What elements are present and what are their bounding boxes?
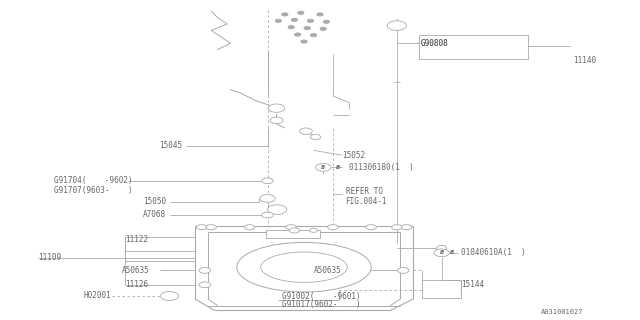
Circle shape	[401, 225, 412, 230]
Text: G90808: G90808	[421, 39, 449, 48]
Circle shape	[199, 268, 211, 273]
Text: G91707(9603-    ): G91707(9603- )	[54, 186, 133, 195]
Circle shape	[317, 13, 323, 16]
Circle shape	[436, 245, 447, 251]
Circle shape	[434, 249, 449, 257]
Circle shape	[323, 20, 330, 23]
Circle shape	[262, 212, 273, 218]
Text: G90808: G90808	[421, 39, 449, 48]
Circle shape	[320, 27, 326, 30]
Circle shape	[304, 27, 310, 30]
Circle shape	[392, 225, 402, 230]
Circle shape	[260, 195, 275, 202]
Text: A031001027: A031001027	[541, 309, 583, 315]
Circle shape	[307, 19, 314, 22]
Circle shape	[310, 34, 317, 37]
Circle shape	[244, 225, 255, 230]
Ellipse shape	[261, 252, 347, 283]
Circle shape	[161, 292, 179, 300]
Text: 15045: 15045	[159, 141, 182, 150]
Circle shape	[282, 13, 288, 16]
Circle shape	[301, 40, 307, 43]
Circle shape	[270, 117, 283, 124]
Circle shape	[286, 225, 296, 230]
Text: H02001: H02001	[83, 292, 111, 300]
Circle shape	[387, 21, 406, 30]
Text: 11109: 11109	[38, 253, 61, 262]
Circle shape	[310, 134, 321, 140]
Circle shape	[289, 228, 300, 233]
Circle shape	[199, 282, 211, 288]
Circle shape	[397, 268, 409, 273]
Text: G91017(9602-    ): G91017(9602- )	[282, 300, 360, 309]
Circle shape	[196, 225, 207, 230]
FancyBboxPatch shape	[422, 280, 461, 298]
Text: 15144: 15144	[461, 280, 484, 289]
Ellipse shape	[237, 243, 371, 292]
Circle shape	[310, 228, 317, 232]
Text: 11122: 11122	[125, 236, 148, 244]
Circle shape	[275, 19, 282, 22]
Text: REFER TO: REFER TO	[346, 188, 383, 196]
Text: 11140: 11140	[573, 56, 596, 65]
Text: 15052: 15052	[342, 151, 365, 160]
Circle shape	[316, 164, 331, 171]
Circle shape	[262, 178, 273, 184]
Text: A50635: A50635	[122, 266, 149, 275]
Text: G91704(    -9602): G91704( -9602)	[54, 176, 133, 185]
Text: A50635: A50635	[314, 266, 341, 275]
Text: B: B	[321, 165, 325, 170]
Circle shape	[268, 205, 287, 214]
Text: 01040610A(1  ): 01040610A(1 )	[461, 248, 525, 257]
Text: B: B	[336, 165, 340, 170]
Circle shape	[288, 26, 294, 29]
Circle shape	[294, 33, 301, 36]
Circle shape	[300, 128, 312, 134]
Circle shape	[298, 11, 304, 14]
Text: 11126: 11126	[125, 280, 148, 289]
Text: FIG.004-1: FIG.004-1	[346, 197, 387, 206]
Text: A7068: A7068	[143, 210, 166, 219]
Text: 15050: 15050	[143, 197, 166, 206]
Circle shape	[366, 225, 376, 230]
Text: G91002(    -9601): G91002( -9601)	[282, 292, 360, 300]
Circle shape	[268, 104, 285, 112]
Circle shape	[328, 225, 338, 230]
Text: B: B	[450, 250, 454, 255]
FancyBboxPatch shape	[266, 230, 320, 238]
FancyBboxPatch shape	[419, 35, 528, 59]
Circle shape	[206, 225, 216, 230]
Circle shape	[291, 18, 298, 21]
Text: 011306180(1  ): 011306180(1 )	[349, 163, 413, 172]
Text: B: B	[440, 250, 444, 255]
